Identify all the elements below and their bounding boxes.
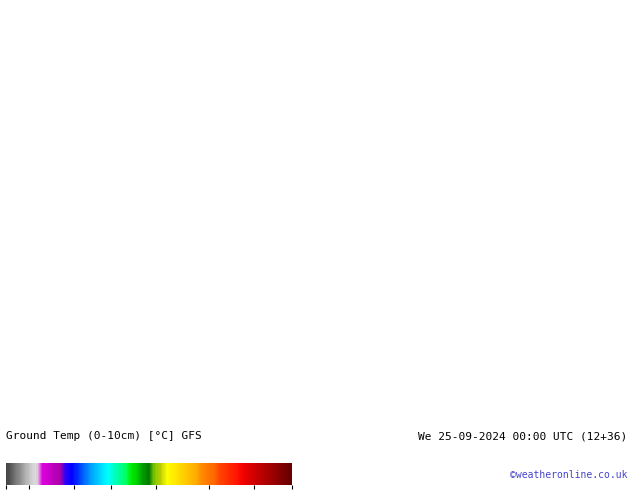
Text: Ground Temp (0-10cm) [°C] GFS: Ground Temp (0-10cm) [°C] GFS bbox=[6, 431, 202, 441]
Text: ©weatheronline.co.uk: ©weatheronline.co.uk bbox=[510, 470, 628, 480]
Text: We 25-09-2024 00:00 UTC (12+36): We 25-09-2024 00:00 UTC (12+36) bbox=[418, 431, 628, 441]
